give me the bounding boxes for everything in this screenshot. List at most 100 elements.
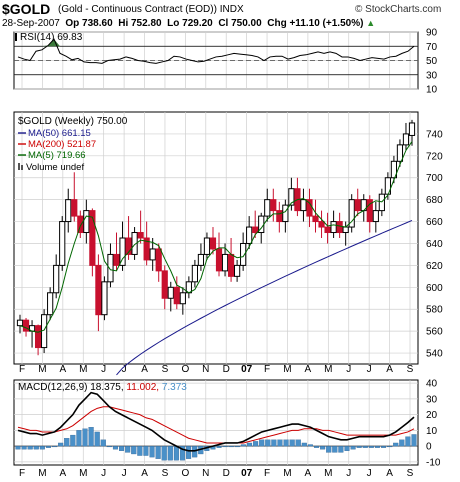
candle-body	[197, 253, 205, 266]
macd-histogram-bar	[277, 439, 283, 447]
x-tick-label-bottom: J	[367, 468, 372, 479]
candle-body	[246, 226, 253, 244]
macd-histogram-bar	[64, 438, 70, 447]
candle-body	[119, 237, 126, 266]
x-tick-label-mid: A	[141, 364, 148, 375]
x-tick-label-mid: S	[407, 364, 414, 375]
rsi-legend-swatch	[15, 33, 17, 41]
macd-histogram-bar	[301, 442, 307, 447]
x-tick-label-mid: S	[162, 364, 169, 375]
macd-histogram-bar	[76, 430, 82, 447]
candle-body	[336, 221, 343, 234]
x-tick-label-mid: J	[346, 364, 351, 375]
candle-body	[408, 122, 416, 136]
macd-histogram-bar	[125, 445, 131, 453]
quote-date: 28-Sep-2007	[2, 18, 60, 29]
macd-histogram-bar	[338, 445, 344, 453]
macd-value: 18.375,	[90, 382, 126, 393]
volume-legend: Volume undef	[26, 162, 84, 173]
x-tick-label-bottom: F	[19, 468, 25, 479]
x-tick-label-bottom: N	[202, 468, 209, 479]
macd-histogram-bar	[143, 445, 149, 456]
macd-histogram-bar	[374, 445, 380, 448]
macd-histogram-bar	[387, 445, 393, 448]
price-tick-label: 680	[426, 195, 443, 206]
macd-tick-label: 30	[426, 394, 438, 405]
candle-body	[101, 281, 108, 316]
candle-body	[47, 292, 54, 316]
macd-tick-label: 20	[426, 410, 438, 421]
x-tick-label-bottom: F	[264, 468, 270, 479]
candle-body	[137, 232, 144, 239]
macd-histogram-bar	[326, 445, 332, 453]
macd-histogram-bar	[393, 442, 399, 447]
x-tick-label-bottom: O	[181, 468, 189, 479]
ma50-line	[116, 220, 413, 376]
macd-histogram-bar	[405, 436, 411, 447]
macd-histogram-bar	[179, 445, 186, 461]
macd-signal-value: 11.002,	[126, 382, 161, 393]
x-tick-label-mid: A	[60, 364, 67, 375]
macd-histogram-bar	[82, 428, 88, 447]
x-tick-label-bottom: J	[101, 468, 106, 479]
macd-histogram-bar	[70, 434, 76, 447]
candle-body	[113, 253, 120, 266]
macd-hist-value: 7.373	[162, 382, 187, 393]
candle-body	[16, 319, 24, 327]
macd-histogram-bar	[313, 445, 320, 448]
candle-body	[95, 264, 102, 316]
macd-histogram-bar	[167, 445, 173, 461]
macd-histogram-bar	[52, 445, 58, 448]
quote-low: Lo 729.20	[167, 18, 213, 29]
x-tick-label-mid: M	[38, 364, 46, 375]
candle-body	[143, 237, 150, 261]
candle-body	[161, 270, 168, 299]
candle-body	[131, 232, 138, 255]
candle-body	[330, 221, 337, 234]
x-tick-label-mid: M	[79, 364, 87, 375]
macd-histogram-bar	[362, 445, 368, 448]
ma5-legend: MA(5) 719.66	[28, 150, 86, 161]
macd-histogram-bar	[149, 445, 155, 458]
x-tick-label-bottom: A	[386, 468, 393, 479]
macd-histogram-bar	[33, 445, 39, 450]
quote-line: 28-Sep-2007 Op 738.60 Hi 752.80 Lo 729.2…	[2, 18, 375, 29]
x-tick-label-bottom: 07	[241, 468, 253, 479]
macd-histogram-bar	[307, 444, 313, 447]
candle-body	[312, 215, 319, 223]
candle-body	[396, 144, 404, 162]
rsi-tick-label: 10	[426, 85, 438, 96]
candle-body	[264, 199, 271, 217]
macd-histogram-bar	[131, 445, 137, 455]
candle-body	[354, 199, 361, 212]
candle-body	[300, 199, 307, 212]
candle-body	[270, 199, 277, 212]
macd-histogram-bar	[100, 439, 106, 447]
candle-body	[209, 237, 217, 250]
price-tick-label: 560	[426, 327, 443, 338]
candle-body	[167, 286, 174, 299]
x-tick-label-mid: D	[223, 364, 230, 375]
rsi-tick-label: 30	[426, 70, 438, 81]
x-tick-label-mid: M	[283, 364, 291, 375]
candle-body	[77, 215, 84, 234]
x-tick-label-mid: A	[305, 364, 312, 375]
rsi-tick-label: 70	[426, 42, 438, 53]
price-tick-label: 540	[426, 349, 443, 360]
macd-histogram-bar	[265, 439, 271, 447]
x-tick-label-bottom: A	[60, 468, 67, 479]
candle-body	[324, 226, 331, 234]
macd-histogram-bar	[368, 445, 374, 448]
macd-histogram-bar	[155, 445, 161, 459]
quote-high: Hi 752.80	[118, 18, 162, 29]
quote-close: Cl 750.00	[218, 18, 262, 29]
candle-body	[53, 264, 60, 294]
candle-body	[107, 253, 114, 283]
macd-histogram-bar	[295, 439, 301, 447]
macd-histogram-bar	[344, 445, 350, 451]
macd-histogram-bar	[380, 445, 387, 448]
macd-histogram-bar	[112, 445, 119, 450]
x-tick-label-bottom: M	[38, 468, 46, 479]
candle-body	[342, 226, 349, 234]
